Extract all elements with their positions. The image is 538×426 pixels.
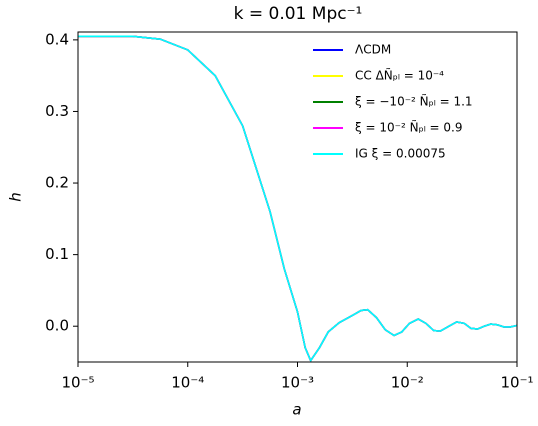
x-tick-label: 10⁻⁵ — [61, 374, 94, 392]
x-tick-label: 10⁻¹ — [500, 374, 533, 392]
legend-label: IG ξ = 0.00075 — [355, 147, 446, 161]
y-tick-label: 0.2 — [45, 174, 69, 192]
x-axis-label: a — [292, 401, 301, 419]
legend-label: ΛCDM — [355, 43, 391, 57]
line — [78, 35, 517, 362]
y-tick-label: 0.4 — [45, 30, 69, 48]
x-tick-label: 10⁻³ — [281, 374, 314, 392]
legend-label: CC ΔÑₚₗ = 10⁻⁴ — [355, 68, 444, 83]
chart-title: k = 0.01 Mpc⁻¹ — [234, 4, 363, 24]
y-axis-label: h — [7, 192, 25, 202]
plot-frame — [77, 31, 518, 363]
legend-label: ξ = 10⁻² Ñₚₗ = 0.9 — [355, 120, 462, 135]
x-tick-label: 10⁻⁴ — [171, 374, 204, 392]
x-tick-label: 10⁻² — [391, 374, 424, 392]
legend-label: ξ = −10⁻² Ñₚₗ = 1.1 — [355, 94, 473, 109]
y-tick-label: 0.1 — [45, 245, 69, 263]
y-tick-label: 0.3 — [45, 102, 69, 120]
y-tick-label: 0.0 — [45, 317, 69, 335]
